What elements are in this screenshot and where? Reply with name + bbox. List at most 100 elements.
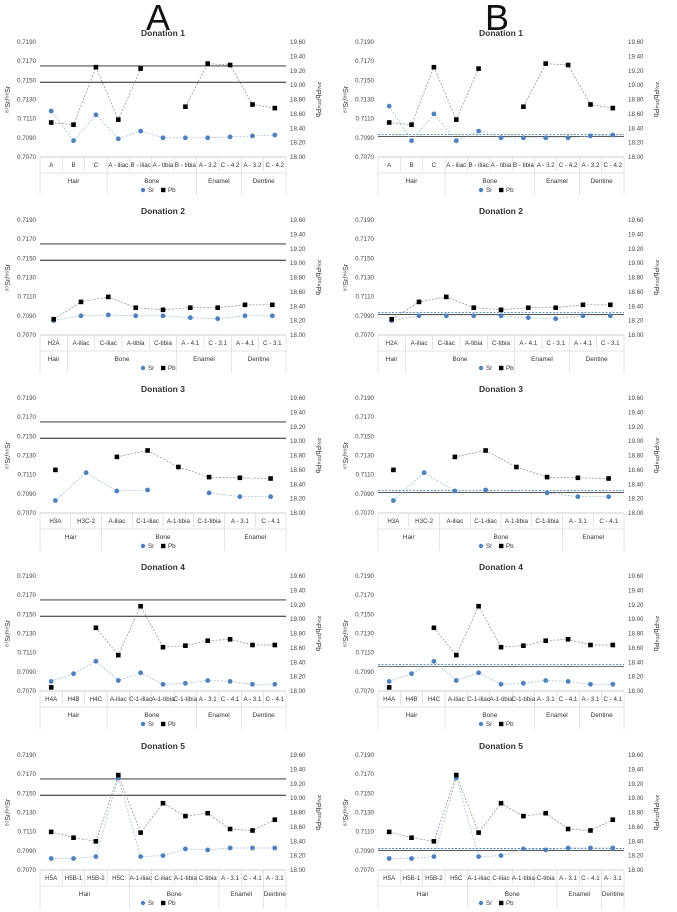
category-label: A - iliac (446, 162, 466, 169)
category-label: C - 4.1 (266, 696, 285, 703)
y2-tick-label: 18.40 (628, 659, 644, 666)
pb-point (160, 307, 166, 313)
category-label: A-1-tibia (167, 518, 191, 525)
sr-series-line (51, 660, 275, 685)
y2-tick-label: 18.80 (628, 810, 644, 817)
y2-tick-label: 19.00 (290, 438, 306, 445)
group-label: Hair (417, 891, 430, 898)
sr-point (476, 670, 482, 676)
legend-pb-marker (161, 543, 166, 549)
sr-point (607, 313, 613, 319)
y-tick-label: 0.7170 (355, 771, 374, 778)
legend-sr-marker (140, 365, 146, 371)
pb-point (588, 828, 593, 833)
pb-point (53, 467, 58, 473)
pb-point (227, 637, 233, 642)
category-label: C-1-iliac (474, 518, 497, 525)
sr-point (205, 678, 211, 683)
group-label: Dentine (591, 712, 613, 719)
category-label: H4B (68, 696, 80, 703)
sr-point (160, 853, 166, 858)
sr-point (421, 470, 427, 476)
y2-tick-label: 18.20 (290, 318, 306, 325)
pb-point (206, 474, 212, 480)
pb-point (575, 475, 581, 481)
pb-point (160, 800, 166, 806)
legend-pb-label: Pb (168, 900, 176, 907)
sr-point (588, 845, 593, 851)
y2-axis-label: ²⁰⁶Pb/²⁰⁴Pb (314, 82, 322, 117)
legend-pb-label: Pb (506, 900, 514, 907)
y-tick-label: 0.7170 (17, 58, 36, 65)
category-label: C-1-iliac (129, 696, 152, 703)
chart-title: Donation 4 (141, 562, 185, 572)
sr-point (237, 494, 243, 500)
y-tick-label: 0.7130 (355, 453, 374, 460)
pb-series-line (523, 63, 613, 109)
category-label: A-iliac (73, 340, 90, 347)
y2-axis-label: ²⁰⁶Pb/²⁰⁴Pb (652, 616, 660, 651)
group-label: Enamel (582, 534, 604, 541)
y2-tick-label: 19.60 (628, 217, 644, 224)
y2-tick-label: 19.20 (628, 781, 644, 788)
y-tick-label: 0.7090 (355, 669, 374, 676)
y2-tick-label: 19.00 (290, 82, 306, 89)
y2-tick-label: 18.00 (628, 332, 644, 339)
y2-tick-label: 18.60 (628, 467, 644, 474)
y-tick-label: 0.7110 (18, 472, 37, 479)
y-tick-label: 0.7130 (355, 97, 374, 104)
sr-point (206, 490, 212, 496)
group-label: Enamel (546, 178, 568, 185)
y2-axis-label: ²⁰⁶Pb/²⁰⁴Pb (314, 616, 322, 651)
sr-point (272, 132, 278, 138)
category-label: C - 4.2 (221, 162, 240, 169)
pb-point (138, 603, 143, 609)
pb-point (588, 102, 593, 107)
pb-point (431, 64, 437, 70)
y-tick-label: 0.7090 (17, 491, 36, 498)
category-label: A - 3.1 (569, 518, 587, 525)
sr-point (386, 856, 392, 861)
sr-series-line (389, 776, 613, 859)
y2-tick-label: 19.20 (628, 246, 644, 253)
y-tick-label: 0.7190 (355, 573, 374, 580)
sr-point (610, 681, 616, 687)
group-label: Bone (482, 712, 497, 719)
legend-sr-label: Sr (148, 900, 154, 907)
y-tick-label: 0.7130 (355, 810, 374, 817)
sr-point (71, 671, 76, 677)
y-tick-label: 0.7110 (18, 829, 37, 836)
y-tick-label: 0.7190 (355, 395, 374, 402)
legend-sr-label: Sr (148, 543, 154, 550)
y-tick-label: 0.7110 (18, 116, 37, 123)
panel-label-b: B (485, 0, 509, 38)
y2-tick-label: 19.00 (628, 260, 644, 267)
sr-point (565, 679, 571, 684)
category-label: C - 4.2 (559, 162, 578, 169)
pb-point (454, 117, 459, 122)
category-label: A-tibia (127, 340, 145, 347)
category-label: C - 4.1 (599, 518, 618, 525)
category-label: B (409, 162, 413, 169)
y2-tick-label: 19.60 (290, 573, 306, 580)
y-tick-label: 0.7170 (355, 236, 374, 243)
y2-tick-label: 18.20 (628, 674, 644, 681)
y2-tick-label: 18.00 (290, 867, 306, 874)
legend-pb-label: Pb (168, 721, 176, 728)
pb-point (71, 122, 76, 127)
category-label: C - 4.1 (221, 696, 240, 703)
group-label: Enamel (531, 356, 553, 363)
y-tick-label: 0.7150 (355, 255, 374, 262)
y2-tick-label: 18.20 (290, 674, 306, 681)
category-label: A - 3.2 (244, 162, 262, 169)
y2-tick-label: 18.00 (628, 867, 644, 874)
y2-tick-label: 19.60 (290, 217, 306, 224)
sr-point (227, 134, 233, 140)
category-label: C-tibia (154, 340, 172, 347)
legend-sr-marker (478, 187, 484, 193)
category-label: C-1-tibia (197, 518, 221, 525)
category-label: C - 4.2 (604, 162, 623, 169)
category-label: C-tibia (537, 875, 555, 882)
pb-point (48, 120, 54, 125)
category-label: H5B-1 (65, 875, 83, 882)
